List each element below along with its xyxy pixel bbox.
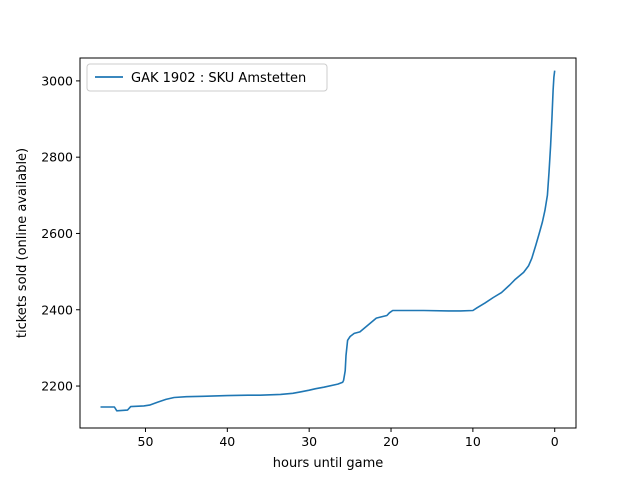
x-axis-label: hours until game xyxy=(273,456,384,471)
x-tick-label: 0 xyxy=(551,434,559,449)
legend: GAK 1902 : SKU Amstetten xyxy=(86,63,328,92)
axes-frame xyxy=(79,57,577,429)
legend-label: GAK 1902 : SKU Amstetten xyxy=(131,71,306,86)
x-tick-label: 30 xyxy=(301,434,317,449)
y-tick-label: 2400 xyxy=(41,302,73,317)
y-tick-label: 3000 xyxy=(41,73,73,88)
plot-area xyxy=(80,58,576,428)
x-tick-label: 20 xyxy=(383,434,399,449)
y-axis-label: tickets sold (online available) xyxy=(15,148,30,338)
y-tick-label: 2600 xyxy=(41,226,73,241)
x-tick-label: 10 xyxy=(465,434,481,449)
series-line-0 xyxy=(100,70,556,412)
y-tick-label: 2200 xyxy=(41,379,73,394)
x-tick-label: 50 xyxy=(138,434,154,449)
y-tick-label: 2800 xyxy=(41,150,73,165)
x-tick-label: 40 xyxy=(219,434,235,449)
y-axis: 2200 2400 2600 2800 3000 xyxy=(41,73,80,394)
x-axis: 50 40 30 20 10 0 xyxy=(138,428,559,449)
series-layer xyxy=(100,70,556,412)
legend-box xyxy=(86,63,328,92)
